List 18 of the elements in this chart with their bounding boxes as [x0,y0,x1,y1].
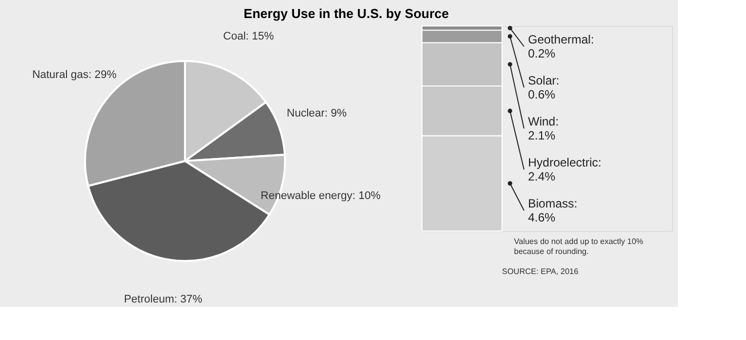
slice-label: Petroleum: 37% [124,293,202,306]
source-note: SOURCE: EPA, 2016 [502,267,579,276]
text: Solar: [528,74,560,88]
slice-label: Natural gas: 29% [32,69,117,82]
slice-label: Coal: 15% [223,30,274,42]
text: Values do not add up to exactly 10% because of rounding. [514,237,644,256]
data-label: 2.1% [528,128,556,142]
chart-title: Energy Use in the U.S. by Source [244,6,449,21]
text: Hydroelectric: [528,156,602,170]
text: Geothermal: [528,32,594,46]
text: Wind: [528,114,559,128]
text: Biomass: [528,196,578,210]
slice-label: Renewable energy: 10% [260,190,381,202]
data-label: 0.6% [528,88,556,102]
slice-label: Nuclear: 9% [286,108,347,120]
data-label: 0.2% [528,46,556,60]
data-label: 4.6% [528,210,556,224]
data-label: 2.4% [528,170,556,184]
